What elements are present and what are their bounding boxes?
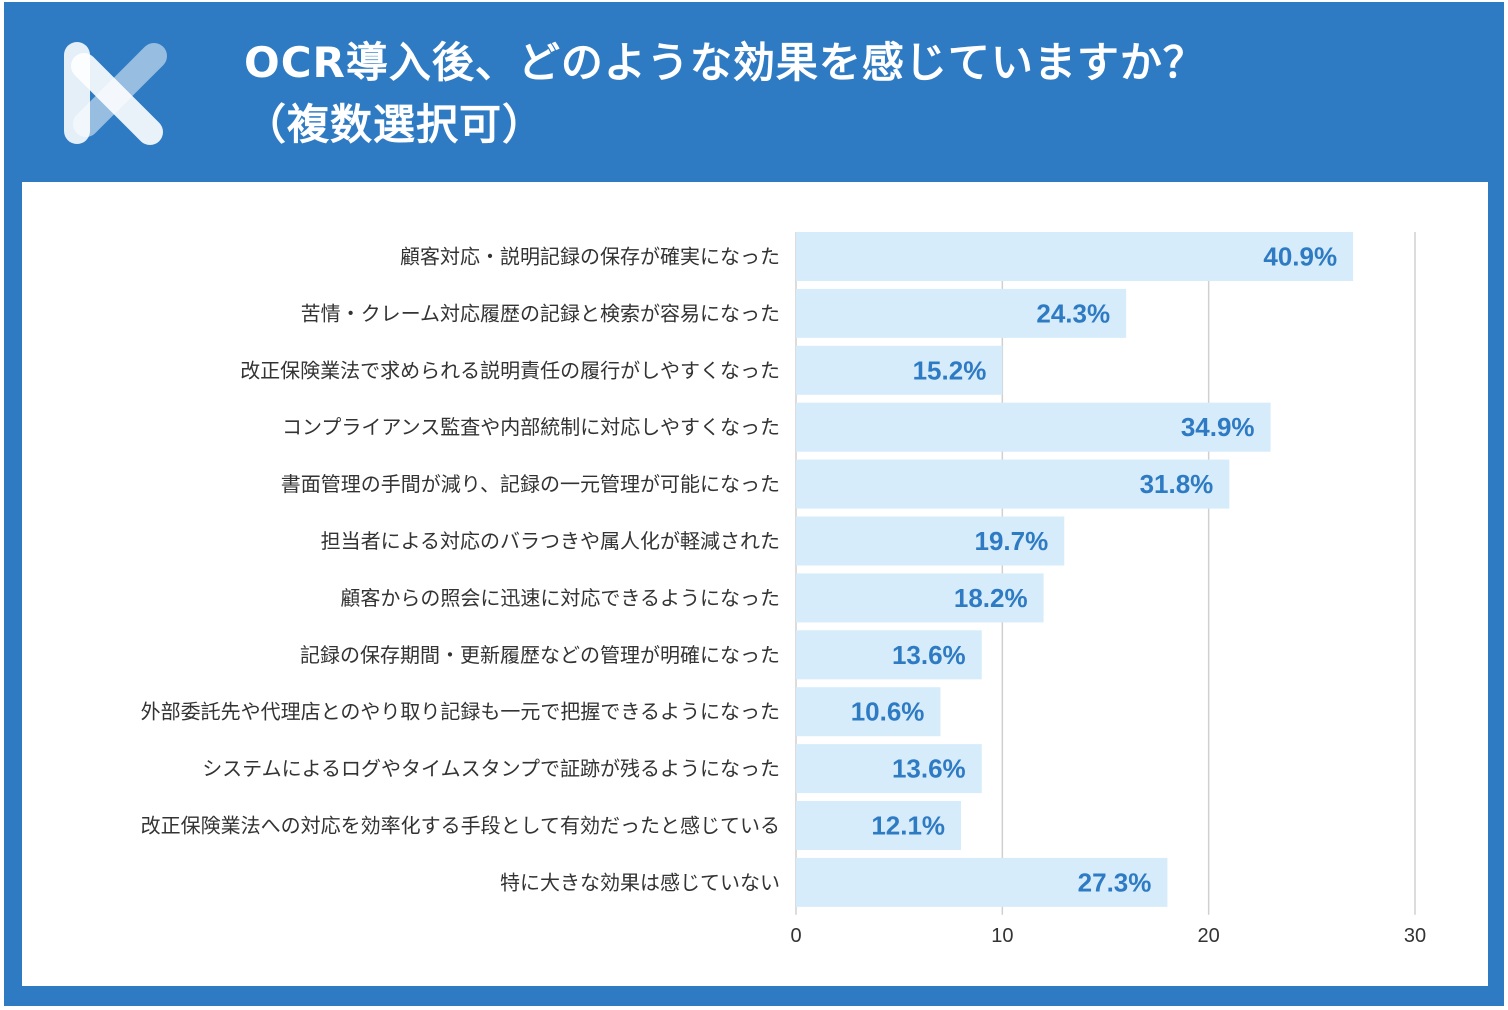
value-label: 34.9% bbox=[1181, 412, 1255, 442]
x-tick-label: 30 bbox=[1404, 925, 1426, 947]
category-label: 特に大きな効果は感じていない bbox=[500, 870, 780, 894]
category-label: 担当者による対応のバラつきや属人化が軽減された bbox=[321, 529, 780, 553]
value-label: 40.9% bbox=[1263, 242, 1337, 272]
x-tick-label: 20 bbox=[1198, 925, 1220, 947]
x-tick-label: 10 bbox=[991, 925, 1013, 947]
logo-icon bbox=[64, 42, 167, 145]
category-label: 外部委託先や代理店とのやり取り記録も一元で把握できるようになった bbox=[141, 700, 780, 724]
bar bbox=[796, 687, 941, 737]
bar bbox=[796, 288, 1127, 338]
bar bbox=[796, 573, 1044, 623]
bar bbox=[796, 345, 1003, 395]
bar bbox=[796, 232, 1354, 281]
value-label: 13.6% bbox=[892, 640, 966, 670]
category-label: 苦情・クレーム対応履歴の記録と検索が容易になった bbox=[301, 301, 780, 325]
page-title: OCR導入後、どのような効果を感じていますか？ （複数選択可） bbox=[244, 32, 1206, 156]
value-label: 27.3% bbox=[1078, 867, 1152, 897]
category-label: 書面管理の手間が減り、記録の一元管理が可能になった bbox=[281, 472, 780, 496]
title-line-2: （複数選択可） bbox=[244, 100, 546, 149]
value-label: 24.3% bbox=[1036, 298, 1110, 328]
value-label: 12.1% bbox=[871, 811, 945, 841]
chart-panel: 顧客対応・説明記録の保存が確実になった 40.9% 苦情・クレーム対応履歴の記録と検… bbox=[22, 182, 1488, 986]
bar bbox=[796, 801, 962, 850]
value-label: 18.2% bbox=[954, 583, 1028, 613]
bar bbox=[796, 516, 1065, 566]
title-line-1: OCR導入後、どのような効果を感じていますか？ bbox=[244, 38, 1206, 87]
category-label: コンプライアンス監査や内部統制に対応しやすくなった bbox=[282, 415, 780, 439]
category-label: 改正保険業法への対応を効率化する手段として有効だったと感じている bbox=[141, 814, 780, 838]
bar-chart: 顧客対応・説明記録の保存が確実になった 40.9% 苦情・クレーム対応履歴の記録と検… bbox=[141, 232, 1426, 947]
bar bbox=[796, 402, 1271, 452]
x-tick-label: 0 bbox=[790, 925, 801, 947]
value-label: 10.6% bbox=[851, 697, 925, 727]
category-label: 顧客対応・説明記録の保存が確実になった bbox=[400, 245, 780, 269]
value-label: 15.2% bbox=[913, 355, 987, 385]
value-label: 31.8% bbox=[1140, 469, 1214, 499]
category-label: 顧客からの照会に迅速に対応できるようになった bbox=[340, 586, 780, 610]
bar bbox=[796, 459, 1230, 509]
value-label: 19.7% bbox=[974, 526, 1048, 556]
category-label: 記録の保存期間・更新履歴などの管理が明確になった bbox=[300, 643, 780, 667]
category-label: 改正保険業法で求められる説明責任の履行がしやすくなった bbox=[240, 358, 780, 382]
bar bbox=[796, 857, 1168, 907]
category-label: システムによるログやタイムスタンプで証跡が残るようになった bbox=[202, 757, 780, 781]
bar bbox=[796, 630, 982, 680]
bar bbox=[796, 744, 982, 794]
value-label: 13.6% bbox=[892, 754, 966, 784]
